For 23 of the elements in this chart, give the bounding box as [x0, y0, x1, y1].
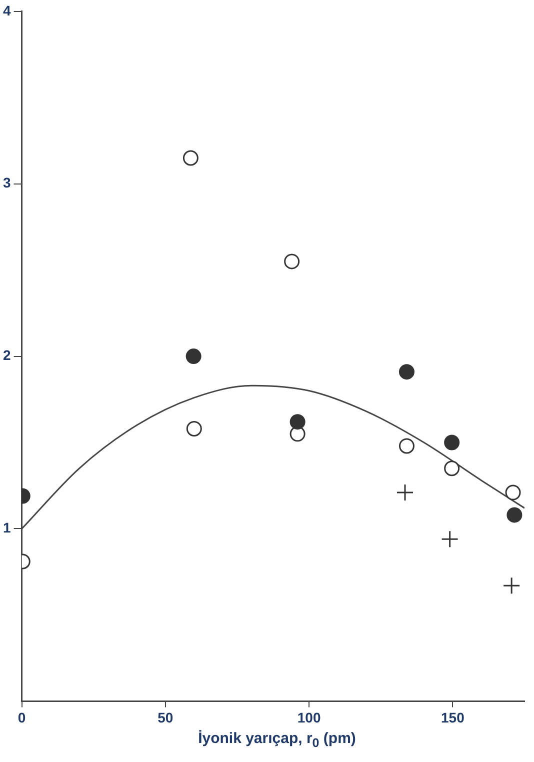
x-tick-label: 150 [441, 709, 465, 726]
point [182, 150, 198, 166]
y-tick-label: 4 [2, 2, 11, 18]
point [398, 364, 414, 380]
x-tick-label: 100 [297, 709, 321, 726]
point [444, 460, 460, 476]
y-tick-label: 3 [2, 174, 11, 191]
point [186, 348, 202, 364]
point [396, 484, 414, 502]
point [398, 438, 414, 454]
x-axis-title: İyonik yarıçap, r$_{0}$ (pm) [197, 730, 357, 750]
point [506, 507, 522, 523]
point [284, 254, 300, 270]
x-tick-label: 50 [158, 709, 174, 726]
y-tick-label: 1 [2, 520, 11, 536]
y-tick-label: 2 [2, 347, 11, 364]
point [441, 530, 459, 548]
point [186, 420, 202, 436]
point [505, 484, 521, 500]
point [290, 414, 306, 430]
x-tick-label: 0 [18, 709, 26, 726]
point [502, 576, 520, 594]
point [444, 434, 460, 450]
